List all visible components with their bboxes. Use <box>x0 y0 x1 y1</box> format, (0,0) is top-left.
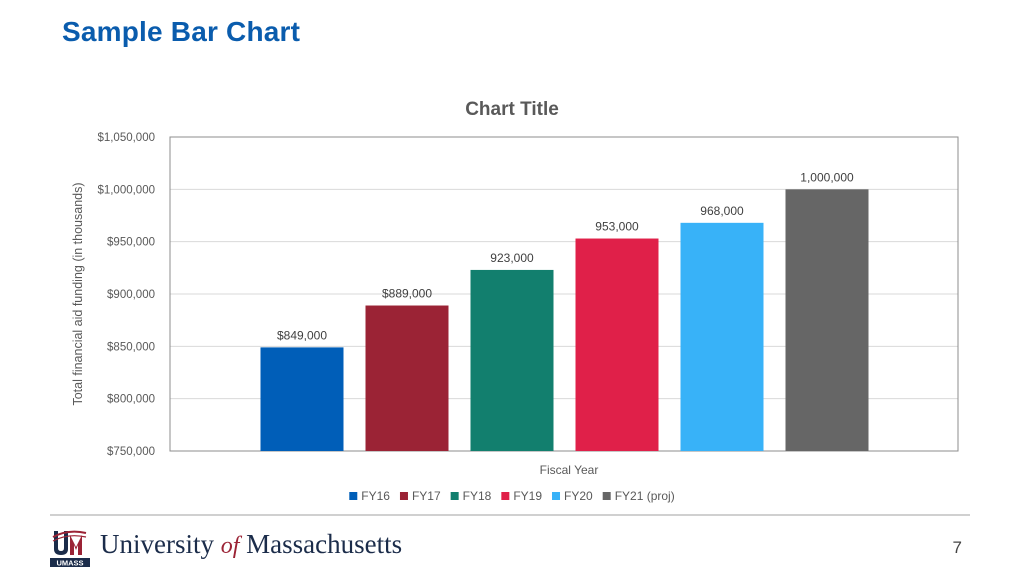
x-axis-label: Fiscal Year <box>540 463 599 477</box>
data-label: $849,000 <box>277 328 327 342</box>
bar-fy17 <box>365 305 449 451</box>
wordmark-university: University <box>100 529 214 559</box>
legend-swatch <box>399 492 408 500</box>
y-tick-label: $900,000 <box>107 289 155 301</box>
page-number: 7 <box>952 538 962 557</box>
data-label: $889,000 <box>382 287 432 301</box>
university-wordmark: University of Massachusetts <box>100 529 402 560</box>
y-tick-label: $950,000 <box>107 237 155 249</box>
data-label: 953,000 <box>595 220 639 234</box>
umass-logo-icon: UMASS <box>50 527 90 567</box>
y-tick-label: $1,050,000 <box>97 132 155 144</box>
y-tick-label: $750,000 <box>107 446 155 458</box>
wordmark-massachusetts: Massachusetts <box>246 529 403 559</box>
chart-title: Chart Title <box>465 99 559 120</box>
legend-label: FY20 <box>564 489 593 503</box>
y-axis-label: Total financial aid funding (in thousand… <box>71 182 85 405</box>
bar-fy16 <box>260 347 344 451</box>
legend-swatch <box>552 492 561 500</box>
data-label: 968,000 <box>700 204 744 218</box>
legend-swatch <box>349 492 358 500</box>
bar-fy20 <box>680 222 764 451</box>
data-label: 923,000 <box>490 251 534 265</box>
y-tick-label: $850,000 <box>107 341 155 353</box>
legend-label: FY19 <box>513 489 542 503</box>
logo-text: UMASS <box>56 559 83 568</box>
legend-swatch <box>501 492 510 500</box>
legend-label: FY18 <box>463 489 492 503</box>
legend-swatch <box>602 492 611 500</box>
bar-fy19 <box>575 238 659 451</box>
data-label: 1,000,000 <box>800 170 854 184</box>
plot-area-border <box>169 136 959 452</box>
y-tick-label: $1,000,000 <box>97 184 155 196</box>
legend-swatch <box>450 492 459 500</box>
bar-fy18 <box>470 269 554 451</box>
bar-fy21-proj <box>785 189 869 452</box>
slide-title: Sample Bar Chart <box>62 16 301 47</box>
legend-label: FY21 (proj) <box>615 489 675 503</box>
legend-label: FY16 <box>361 489 390 503</box>
legend-label: FY17 <box>412 489 441 503</box>
footer-divider <box>50 514 970 516</box>
y-tick-label: $800,000 <box>107 394 155 406</box>
wordmark-of: of <box>220 533 240 559</box>
